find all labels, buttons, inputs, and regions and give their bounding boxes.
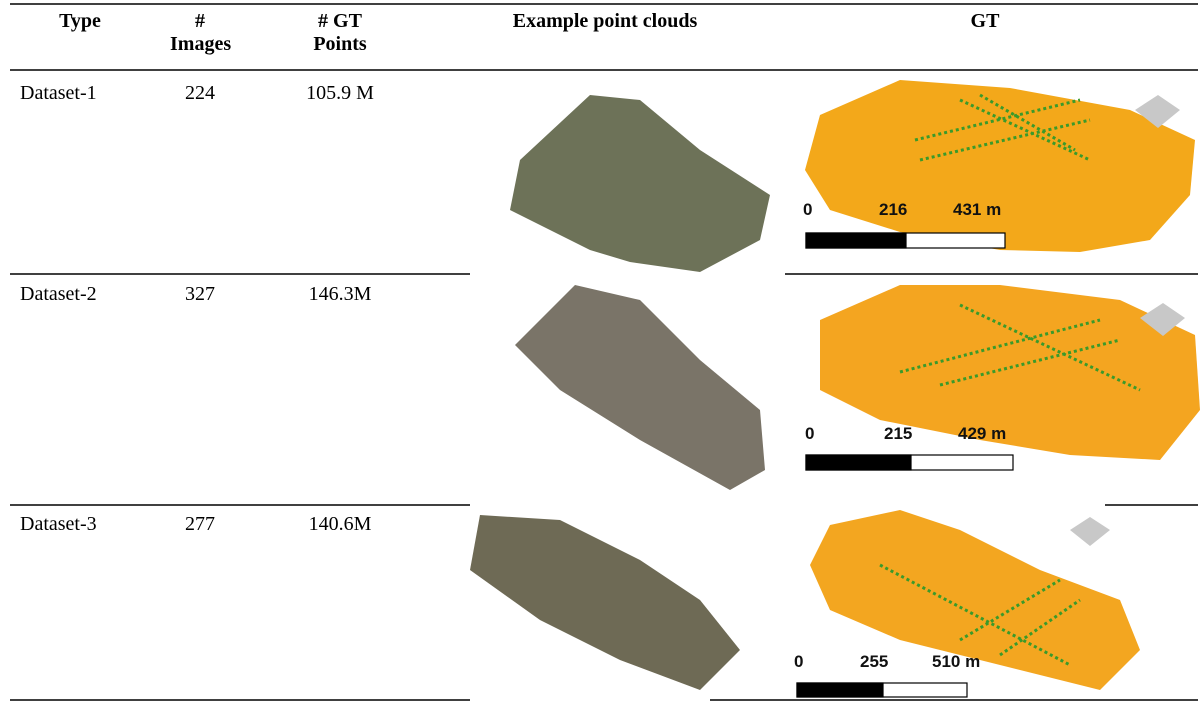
cell: 277 [185,513,215,535]
scale-label: 216 [879,200,908,219]
point-cloud-image [510,95,770,272]
scale-label: 510 m [932,652,981,671]
track [979,93,1076,152]
cell: Dataset-2 [20,283,97,305]
gt-image [820,285,1200,460]
cell: Dataset-1 [20,82,97,104]
point-cloud-image [515,285,765,490]
column-header: # Images [170,10,232,55]
column-header: Example point clouds [512,10,698,32]
cell: 140.6M [308,513,372,535]
cell: Dataset-3 [20,513,97,535]
gt-image [805,80,1195,252]
scale-label: 0 [803,200,813,219]
scale-label: 215 [884,424,913,443]
gt-image [810,510,1140,690]
track [959,578,1061,642]
scale-label: 431 m [953,200,1002,219]
compass [1070,517,1110,546]
column-header: # GT Points [313,10,367,55]
track [999,598,1081,657]
scale-bar [805,232,907,249]
point-cloud-image [470,515,740,690]
track [939,338,1121,387]
cell: 146.3M [308,283,372,305]
column-header: Type [59,10,101,32]
scale-label: 429 m [958,424,1007,443]
compass [1140,303,1185,336]
track [899,318,1101,374]
scale-label: 0 [805,424,815,443]
scale-bar [805,454,912,471]
cell: 327 [185,283,215,305]
track [914,98,1081,142]
scale-label: 255 [860,652,889,671]
compass [1135,95,1180,128]
cell: 105.9 M [306,82,374,104]
column-header: GT [970,10,1000,32]
scale-label: 0 [794,652,804,671]
scale-bar [796,682,884,698]
track [919,118,1091,162]
cell: 224 [185,82,215,104]
